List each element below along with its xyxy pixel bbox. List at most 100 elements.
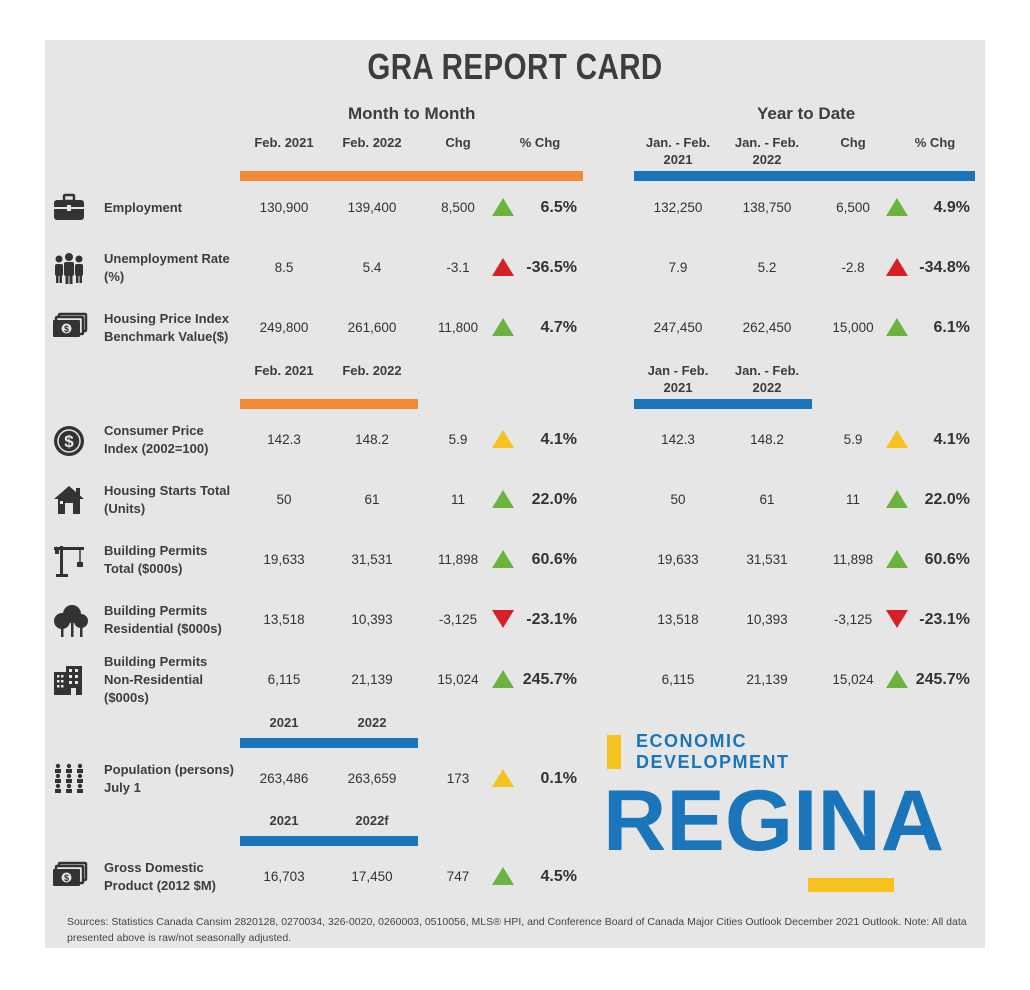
cell-value: 263,659 <box>347 771 397 786</box>
cell-value: 8,500 <box>441 200 475 215</box>
col-header: Feb. 2021 <box>254 135 314 150</box>
cell-value: 7.9 <box>668 260 688 275</box>
logo-line-economic: ECONOMIC <box>636 731 747 751</box>
trend-up-green-icon <box>492 670 514 688</box>
cell-value: 249,800 <box>259 320 309 335</box>
trend-up-red-icon <box>492 258 514 276</box>
cell-percent-change: -36.5% <box>526 259 577 276</box>
cell-value: 21,139 <box>746 672 788 687</box>
trend-up-green-icon <box>886 670 908 688</box>
cell-value: 50 <box>276 492 292 507</box>
cell-value: 263,486 <box>259 771 309 786</box>
cell-value: 132,250 <box>653 200 703 215</box>
cell-value: -2.8 <box>841 260 865 275</box>
cell-percent-change: 245.7% <box>522 671 577 688</box>
cell-value: 6,115 <box>267 672 301 687</box>
cell-value: 11,800 <box>437 320 479 335</box>
header-underline-blue <box>240 738 418 748</box>
money-icon: $ <box>52 861 88 894</box>
cell-value: 5.2 <box>757 260 777 275</box>
trend-up-yellow-icon <box>886 430 908 448</box>
col-header: Jan. - Feb. 2022 <box>734 363 800 395</box>
col-header: Feb. 2021 <box>254 363 314 378</box>
cell-value: 10,393 <box>746 612 788 627</box>
cell-percent-change: -34.8% <box>919 259 970 276</box>
cell-percent-change: 6.1% <box>933 319 970 336</box>
cell-value: 138,750 <box>742 200 792 215</box>
header-underline-blue <box>634 399 812 409</box>
briefcase-icon <box>52 192 86 227</box>
house-icon <box>52 484 86 521</box>
cell-percent-change: 22.0% <box>924 491 970 508</box>
trend-up-yellow-icon <box>492 769 514 787</box>
cell-value: 11 <box>845 492 860 507</box>
section-month-to-month: Month to Month <box>348 104 476 123</box>
cell-value: 15,024 <box>832 672 874 687</box>
cell-value: 19,633 <box>263 552 305 567</box>
header-underline-blue <box>240 836 418 846</box>
cell-value: 61 <box>364 492 380 507</box>
cell-value: 11,898 <box>832 552 874 567</box>
cell-value: -3,125 <box>438 612 478 627</box>
page-title: GRA REPORT CARD <box>367 46 663 87</box>
col-header: Feb. 2022 <box>342 135 402 150</box>
row-label: Building Permits Residential ($000s) <box>104 603 222 636</box>
row-label: Population (persons) July 1 <box>104 762 234 795</box>
cell-value: 15,024 <box>437 672 479 687</box>
cell-value: 747 <box>446 869 470 884</box>
trend-up-green-icon <box>886 318 908 336</box>
row-label: Gross Domestic Product (2012 $M) <box>104 860 216 893</box>
cell-value: 261,600 <box>347 320 397 335</box>
cell-value: 173 <box>446 771 470 786</box>
trend-up-green-icon <box>492 490 514 508</box>
row-label: Consumer Price Index (2002=100) <box>104 423 209 456</box>
trend-down-red-icon <box>886 610 908 628</box>
col-header: Chg <box>445 135 471 150</box>
cell-value: 11,898 <box>437 552 479 567</box>
trend-up-green-icon <box>492 867 514 885</box>
trees-icon <box>52 604 90 643</box>
cell-value: 19,633 <box>657 552 699 567</box>
col-header: 2021 <box>269 715 299 730</box>
logo-regina: REGINA <box>603 773 945 869</box>
col-header: 2022 <box>357 715 387 730</box>
cell-percent-change: 4.1% <box>540 431 577 448</box>
cell-value: 5.9 <box>843 432 863 447</box>
cell-percent-change: 4.1% <box>933 431 970 448</box>
cell-percent-change: 245.7% <box>915 671 970 688</box>
col-header: Jan. - Feb. 2021 <box>645 135 711 167</box>
cell-percent-change: 22.0% <box>531 491 577 508</box>
cell-percent-change: 4.5% <box>540 868 577 885</box>
cell-value: 17,450 <box>351 869 393 884</box>
cell-value: 10,393 <box>351 612 393 627</box>
cell-percent-change: 6.5% <box>540 199 577 216</box>
cell-percent-change: 4.7% <box>540 319 577 336</box>
col-header: Jan - Feb. 2021 <box>647 363 709 395</box>
cell-value: 142.3 <box>267 432 301 447</box>
cell-value: 5.4 <box>362 260 382 275</box>
cell-value: 262,450 <box>742 320 792 335</box>
cell-value: 61 <box>759 492 775 507</box>
people-icon <box>52 252 86 289</box>
trend-up-red-icon <box>886 258 908 276</box>
row-label: Unemployment Rate (%) <box>104 251 230 284</box>
cell-value: 6,115 <box>661 672 695 687</box>
header-underline-blue <box>634 171 975 181</box>
cell-percent-change: -23.1% <box>919 611 970 628</box>
trend-up-green-icon <box>492 318 514 336</box>
source-note: Sources: Statistics Canada Cansim 282012… <box>67 916 967 944</box>
population-icon <box>52 763 86 798</box>
col-header: 2022f <box>355 813 389 828</box>
cell-value: 148.2 <box>750 432 784 447</box>
col-header: Chg <box>840 135 866 150</box>
cell-percent-change: 4.9% <box>933 199 970 216</box>
cell-value: 130,900 <box>259 200 309 215</box>
logo-accent-bar <box>607 735 621 769</box>
cell-percent-change: -23.1% <box>526 611 577 628</box>
logo-line-development: DEVELOPMENT <box>636 752 790 772</box>
cell-value: 142.3 <box>661 432 695 447</box>
cell-value: 6,500 <box>836 200 870 215</box>
cell-value: 15,000 <box>832 320 874 335</box>
dollar-coin-icon: $ <box>52 424 86 463</box>
cell-value: -3,125 <box>833 612 873 627</box>
